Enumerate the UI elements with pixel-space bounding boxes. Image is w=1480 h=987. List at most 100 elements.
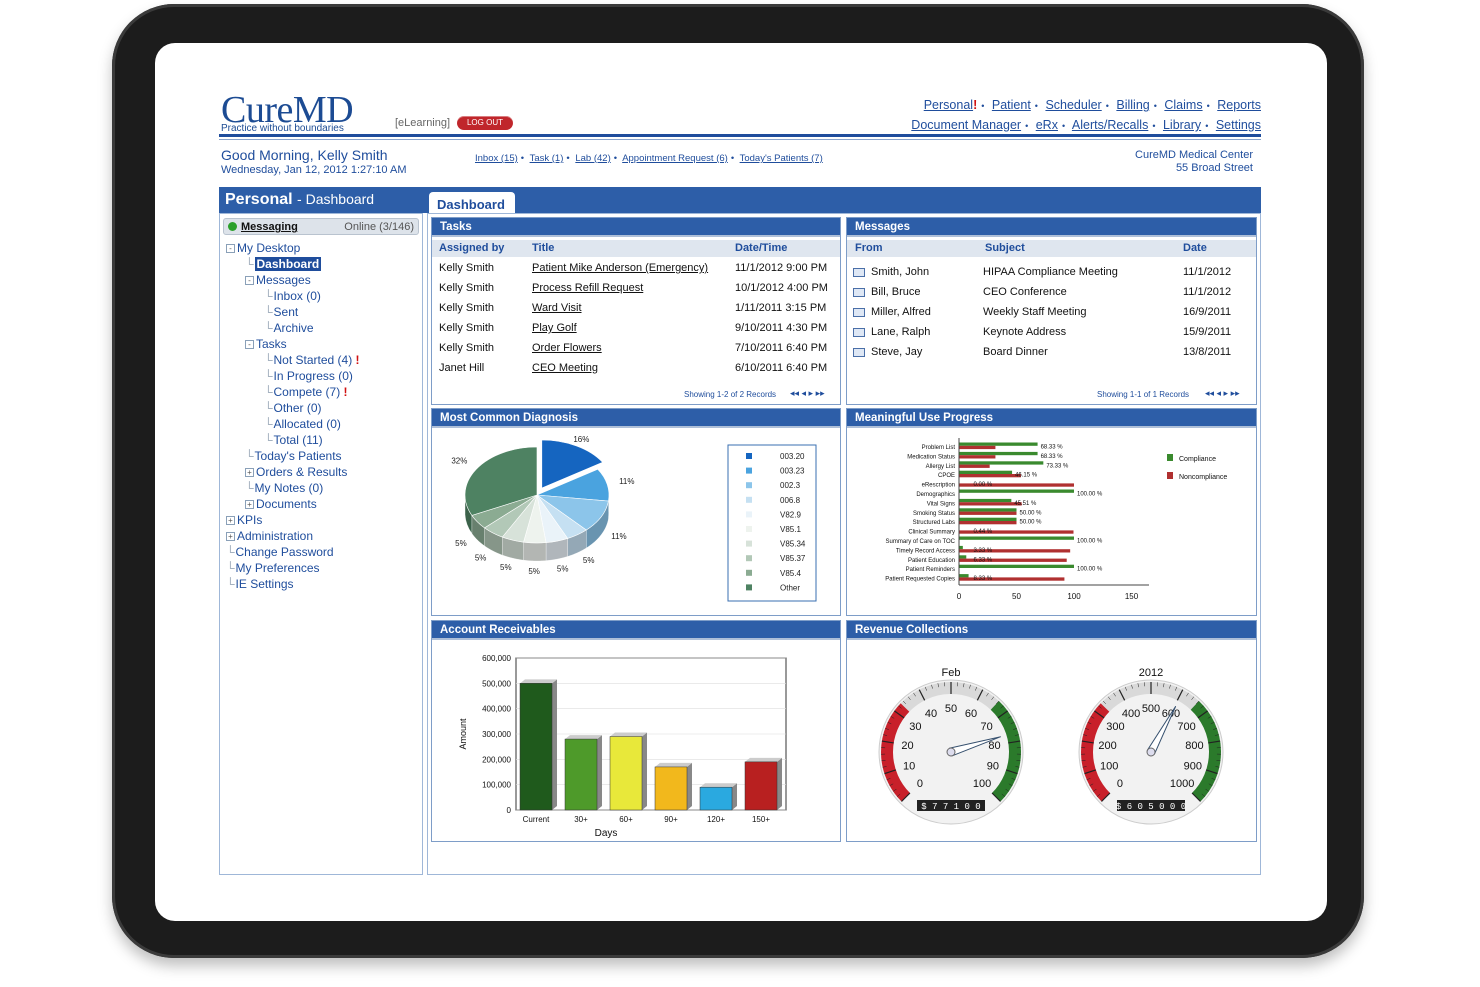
tree-item[interactable]: - Messages — [245, 272, 311, 288]
tree-item-label[interactable]: Allocated (0) — [273, 417, 341, 431]
tree-item-label[interactable]: My Notes (0) — [254, 481, 324, 495]
col-from[interactable]: From — [855, 242, 883, 254]
message-sender[interactable]: Lane, Ralph — [871, 326, 931, 338]
ar-bar[interactable] — [609, 736, 643, 811]
message-subject[interactable]: Weekly Staff Meeting — [983, 306, 1087, 318]
mu-compliance-bar[interactable] — [959, 461, 1044, 465]
message-subject[interactable]: Keynote Address — [983, 326, 1067, 338]
tree-item[interactable]: └Inbox (0) — [264, 288, 321, 304]
tree-item[interactable]: └Not Started (4) ! — [264, 352, 360, 368]
tree-item-label[interactable]: Archive — [273, 321, 314, 335]
collapse-icon[interactable]: - — [245, 340, 254, 350]
mu-compliance-bar[interactable] — [959, 545, 963, 550]
tree-item-label[interactable]: Compete (7) — [273, 385, 341, 399]
col-subject[interactable]: Subject — [985, 242, 1025, 254]
tree-item[interactable]: └In Progress (0) — [264, 368, 353, 384]
nav-billing[interactable]: Billing — [1116, 98, 1150, 112]
nav-patient[interactable]: Patient — [991, 98, 1031, 112]
nav-document-manager[interactable]: Document Manager — [911, 118, 1022, 132]
tree-item-label[interactable]: Change Password — [235, 545, 334, 559]
messaging-link[interactable]: Messaging — [241, 221, 298, 233]
tree-item-label[interactable]: Orders & Results — [256, 465, 348, 479]
messaging-bar[interactable]: Messaging Online (3/146) — [223, 218, 419, 235]
tasks-pager[interactable]: ◂◂ ◂ ▸ ▸▸ — [790, 388, 825, 398]
col-date[interactable]: Date — [1183, 242, 1207, 254]
nav-library[interactable]: Library — [1162, 118, 1202, 132]
task-title-link[interactable]: CEO Meeting — [532, 362, 599, 374]
tree-item[interactable]: └Archive — [264, 320, 314, 336]
mu-noncompliance-bar[interactable] — [959, 455, 996, 459]
message-subject[interactable]: CEO Conference — [983, 286, 1067, 298]
collapse-icon[interactable]: - — [245, 276, 254, 286]
mu-noncompliance-bar[interactable] — [959, 502, 1022, 506]
mu-compliance-bar[interactable] — [959, 517, 1017, 521]
mu-noncompliance-bar[interactable] — [959, 483, 1074, 487]
message-sender[interactable]: Miller, Alfred — [871, 306, 931, 318]
expand-icon[interactable]: + — [245, 500, 254, 510]
ar-bar[interactable] — [699, 786, 733, 811]
ar-bar[interactable] — [519, 683, 553, 811]
expand-icon[interactable]: + — [226, 516, 235, 526]
task-title-link[interactable]: Patient Mike Anderson (Emergency) — [532, 262, 709, 274]
mu-noncompliance-bar[interactable] — [959, 549, 1071, 553]
col-title[interactable]: Title — [532, 242, 555, 254]
col-datetime[interactable]: Date/Time — [735, 242, 788, 254]
ar-bar[interactable] — [564, 738, 598, 811]
quick-inbox[interactable]: Inbox (15) — [475, 153, 518, 164]
mu-compliance-bar[interactable] — [959, 508, 1017, 512]
pie-slice[interactable] — [541, 439, 604, 489]
curemd-logo[interactable]: CureMD — [221, 89, 354, 131]
nav-alerts-recalls[interactable]: Alerts/Recalls — [1071, 118, 1149, 132]
mu-noncompliance-bar[interactable] — [959, 558, 1067, 562]
tree-item[interactable]: └ Dashboard — [245, 256, 322, 272]
tree-item[interactable]: + KPIs — [226, 512, 262, 528]
mu-noncompliance-bar[interactable] — [959, 445, 996, 450]
task-title-link[interactable]: Ward Visit — [532, 302, 582, 314]
mu-noncompliance-bar[interactable] — [959, 464, 990, 468]
message-subject[interactable]: Board Dinner — [983, 346, 1048, 358]
tree-item-label[interactable]: My Preferences — [235, 561, 320, 575]
tree-item-label[interactable]: Documents — [256, 497, 317, 511]
quick-lab[interactable]: Lab (42) — [575, 153, 611, 164]
message-from[interactable]: Smith, John — [853, 266, 929, 278]
tree-item-label[interactable]: In Progress (0) — [273, 369, 353, 383]
message-sender[interactable]: Bill, Bruce — [871, 286, 921, 298]
tree-item[interactable]: + Orders & Results — [245, 464, 347, 480]
tree-item[interactable]: └Today's Patients — [245, 448, 342, 464]
collapse-icon[interactable]: - — [226, 244, 235, 254]
tree-item[interactable]: └Other (0) — [264, 400, 322, 416]
message-from[interactable]: Bill, Bruce — [853, 286, 921, 298]
elearning-link[interactable]: [eLearning] — [395, 117, 451, 129]
tree-item-label[interactable]: Inbox (0) — [273, 289, 321, 303]
tree-item[interactable]: - Tasks — [245, 336, 287, 352]
tree-item[interactable]: └My Notes (0) — [245, 480, 323, 496]
message-subject[interactable]: HIPAA Compliance Meeting — [983, 266, 1118, 278]
mu-noncompliance-bar[interactable] — [959, 474, 1021, 478]
tree-item-label[interactable]: Dashboard — [254, 257, 322, 271]
ar-bar[interactable] — [654, 766, 688, 811]
message-sender[interactable]: Smith, John — [871, 266, 930, 278]
tree-item-label[interactable]: KPIs — [237, 513, 263, 527]
mu-noncompliance-bar[interactable] — [959, 521, 1017, 525]
nav-claims[interactable]: Claims — [1164, 98, 1203, 112]
tree-item[interactable]: └Change Password — [226, 544, 334, 560]
mu-compliance-bar[interactable] — [959, 574, 969, 578]
tree-item[interactable]: - My Desktop — [226, 240, 300, 256]
col-assigned-by[interactable]: Assigned by — [439, 242, 505, 254]
expand-icon[interactable]: + — [226, 532, 235, 542]
message-from[interactable]: Miller, Alfred — [853, 306, 931, 318]
mu-compliance-bar[interactable] — [959, 442, 1038, 446]
task-title-link[interactable]: Process Refill Request — [532, 282, 644, 294]
nav-reports[interactable]: Reports — [1217, 98, 1261, 112]
tree-item-label[interactable]: Other (0) — [273, 401, 322, 415]
mu-compliance-bar[interactable] — [959, 555, 967, 559]
nav-settings[interactable]: Settings — [1215, 118, 1261, 132]
tree-item[interactable]: + Documents — [245, 496, 317, 512]
tree-item-label[interactable]: Administration — [237, 529, 314, 543]
tree-item[interactable]: └Total (11) — [264, 432, 323, 448]
tree-item[interactable]: + Administration — [226, 528, 313, 544]
nav-scheduler[interactable]: Scheduler — [1045, 98, 1102, 112]
message-from[interactable]: Steve, Jay — [853, 346, 922, 358]
expand-icon[interactable]: + — [245, 468, 254, 478]
tree-item-label[interactable]: Today's Patients — [254, 449, 342, 463]
